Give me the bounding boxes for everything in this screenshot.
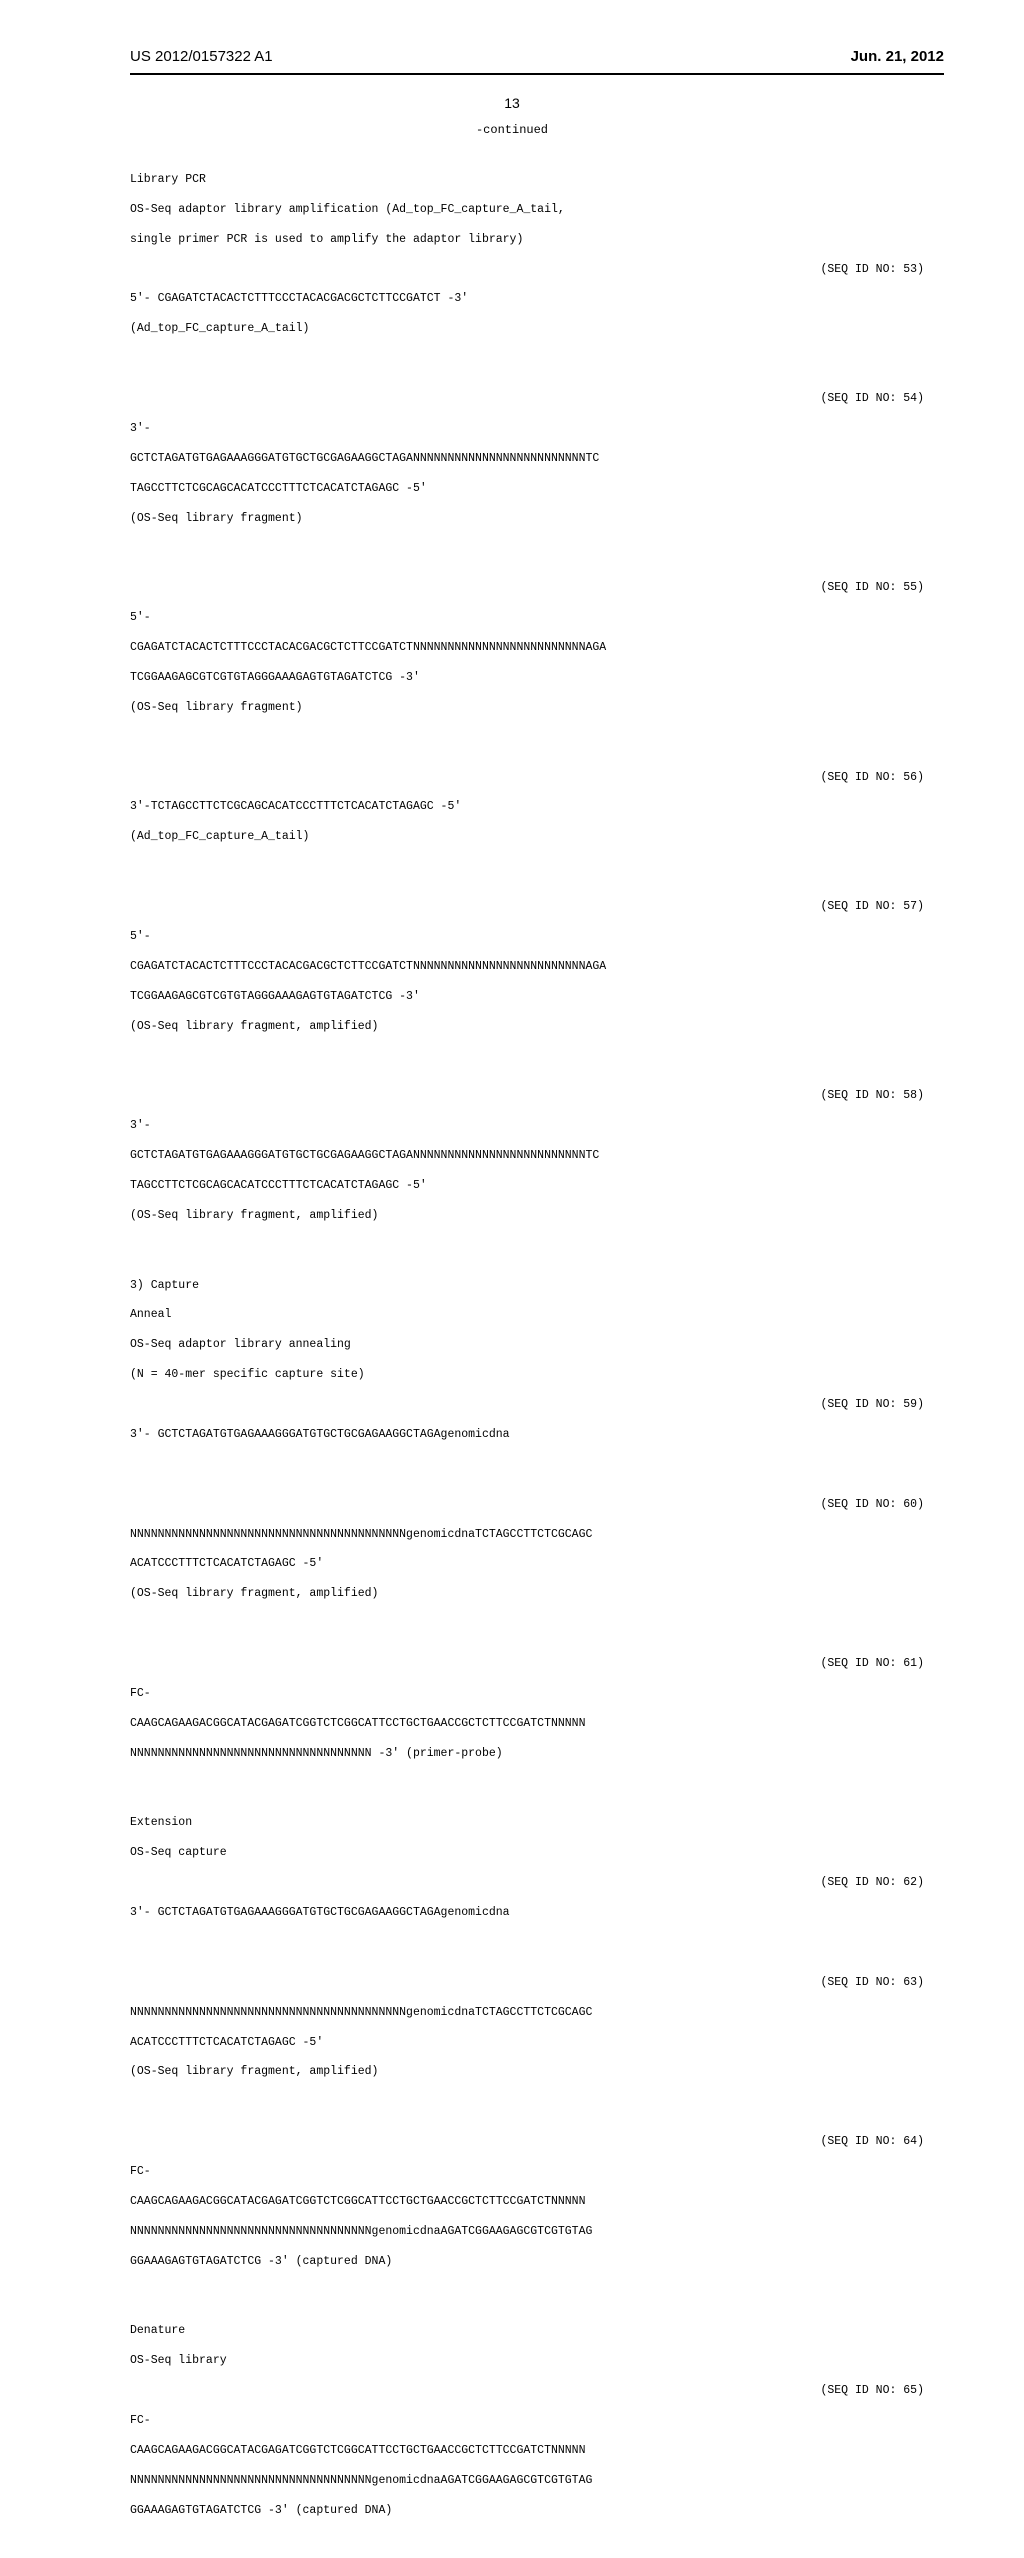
seq-id: (SEQ ID NO: 56) [820,771,944,786]
sequence-line: NNNNNNNNNNNNNNNNNNNNNNNNNNNNNNNNNNNgenom… [130,2225,944,2240]
sequence-line: TAGCCTTCTCGCAGCACATCCCTTTCTCACATCTAGAGC … [130,1179,944,1194]
sequence-line: GCTCTAGATGTGAGAAAGGGATGTGCTGCGAGAAGGCTAG… [130,452,944,467]
text-line: OS-Seq capture [130,1846,944,1861]
sequence-line: GCTCTAGATGTGAGAAAGGGATGTGCTGCGAGAAGGCTAG… [130,1149,944,1164]
sequence-listing: Library PCR OS-Seq adaptor library ampli… [130,143,944,2558]
sequence-line: 3'- GCTCTAGATGTGAGAAAGGGATGTGCTGCGAGAAGG… [130,1906,944,1921]
seq-id: (SEQ ID NO: 63) [820,1976,944,1991]
text-line: Library PCR [130,173,944,188]
seq-id: (SEQ ID NO: 58) [820,1089,944,1104]
sequence-line: ACATCCCTTTCTCACATCTAGAGC -5' [130,2036,944,2051]
sequence-line: NNNNNNNNNNNNNNNNNNNNNNNNNNNNNNNNNNNNNNNN… [130,1528,944,1543]
sequence-line: CGAGATCTACACTCTTTCCCTACACGACGCTCTTCCGATC… [130,641,944,656]
text-line: (Ad_top_FC_capture_A_tail) [130,322,944,337]
seq-id: (SEQ ID NO: 65) [820,2384,944,2399]
sequence-line: TAGCCTTCTCGCAGCACATCCCTTTCTCACATCTAGAGC … [130,482,944,497]
text-line: OS-Seq library [130,2354,944,2369]
sequence-line: GGAAAGAGTGTAGATCTCG -3' (captured DNA) [130,2255,944,2270]
sequence-line: NNNNNNNNNNNNNNNNNNNNNNNNNNNNNNNNNNN -3' … [130,1747,944,1762]
sequence-line: NNNNNNNNNNNNNNNNNNNNNNNNNNNNNNNNNNNNNNNN… [130,2006,944,2021]
sequence-line: 3'-TCTAGCCTTCTCGCAGCACATCCCTTTCTCACATCTA… [130,800,944,815]
sequence-line: ACATCCCTTTCTCACATCTAGAGC -5' [130,1557,944,1572]
sequence-line: 3'- [130,422,944,437]
text-line: Denature [130,2324,944,2339]
publication-date: Jun. 21, 2012 [851,48,944,65]
text-line: (OS-Seq library fragment, amplified) [130,1587,944,1602]
text-line: (OS-Seq library fragment) [130,701,944,716]
seq-id: (SEQ ID NO: 61) [820,1657,944,1672]
sequence-line: 5'- CGAGATCTACACTCTTTCCCTACACGACGCTCTTCC… [130,292,944,307]
sequence-line: GGAAAGAGTGTAGATCTCG -3' (captured DNA) [130,2504,944,2519]
seq-id: (SEQ ID NO: 62) [820,1876,944,1891]
text-line: OS-Seq adaptor library amplification (Ad… [130,203,944,218]
seq-id: (SEQ ID NO: 53) [820,263,944,278]
publication-number: US 2012/0157322 A1 [130,48,273,65]
sequence-line: 5'- [130,611,944,626]
header-rule [130,73,944,75]
sequence-line: CGAGATCTACACTCTTTCCCTACACGACGCTCTTCCGATC… [130,960,944,975]
text-line: (OS-Seq library fragment, amplified) [130,1209,944,1224]
seq-id: (SEQ ID NO: 57) [820,900,944,915]
text-line: (OS-Seq library fragment, amplified) [130,1020,944,1035]
sequence-line: 3'- GCTCTAGATGTGAGAAAGGGATGTGCTGCGAGAAGG… [130,1428,944,1443]
sequence-line: CAAGCAGAAGACGGCATACGAGATCGGTCTCGGCATTCCT… [130,2444,944,2459]
sequence-line: FC- [130,2165,944,2180]
seq-id: (SEQ ID NO: 59) [820,1398,944,1413]
seq-id: (SEQ ID NO: 55) [820,581,944,596]
continued-label: -continued [0,123,1024,137]
text-line: (Ad_top_FC_capture_A_tail) [130,830,944,845]
page-header: US 2012/0157322 A1 Jun. 21, 2012 [0,0,1024,73]
sequence-line: CAAGCAGAAGACGGCATACGAGATCGGTCTCGGCATTCCT… [130,1717,944,1732]
seq-id: (SEQ ID NO: 60) [820,1498,944,1513]
text-line: (N = 40-mer specific capture site) [130,1368,944,1383]
text-line: Extension [130,1816,944,1831]
sequence-line: 5'- [130,930,944,945]
sequence-line: FC- [130,2414,944,2429]
text-line: single primer PCR is used to amplify the… [130,233,944,248]
seq-id: (SEQ ID NO: 64) [820,2135,944,2150]
seq-id: (SEQ ID NO: 54) [820,392,944,407]
page-number: 13 [0,95,1024,111]
sequence-line: TCGGAAGAGCGTCGTGTAGGGAAAGAGTGTAGATCTCG -… [130,671,944,686]
sequence-line: 3'- [130,1119,944,1134]
sequence-line: NNNNNNNNNNNNNNNNNNNNNNNNNNNNNNNNNNNgenom… [130,2474,944,2489]
sequence-line: FC- [130,1687,944,1702]
text-line: 3) Capture [130,1279,944,1294]
sequence-line: TCGGAAGAGCGTCGTGTAGGGAAAGAGTGTAGATCTCG -… [130,990,944,1005]
text-line: (OS-Seq library fragment, amplified) [130,2065,944,2080]
sequence-line: CAAGCAGAAGACGGCATACGAGATCGGTCTCGGCATTCCT… [130,2195,944,2210]
text-line: (OS-Seq library fragment) [130,512,944,527]
text-line: OS-Seq adaptor library annealing [130,1338,944,1353]
text-line: Anneal [130,1308,944,1323]
